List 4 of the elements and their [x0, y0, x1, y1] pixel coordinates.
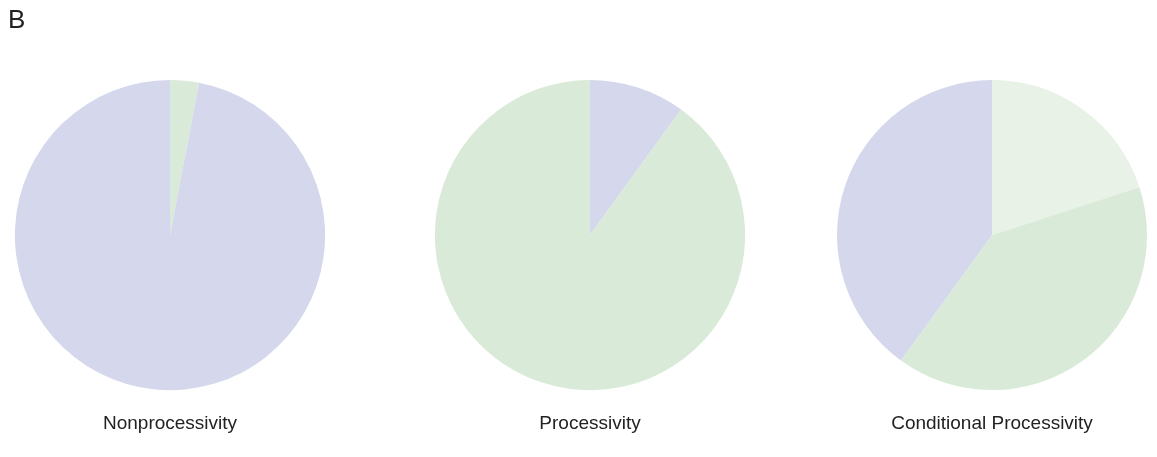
text: Conditional Processivity	[891, 411, 1094, 433]
text: Processivity	[539, 411, 642, 433]
text: B	[8, 4, 26, 35]
text: Nonprocessivity	[102, 411, 238, 433]
